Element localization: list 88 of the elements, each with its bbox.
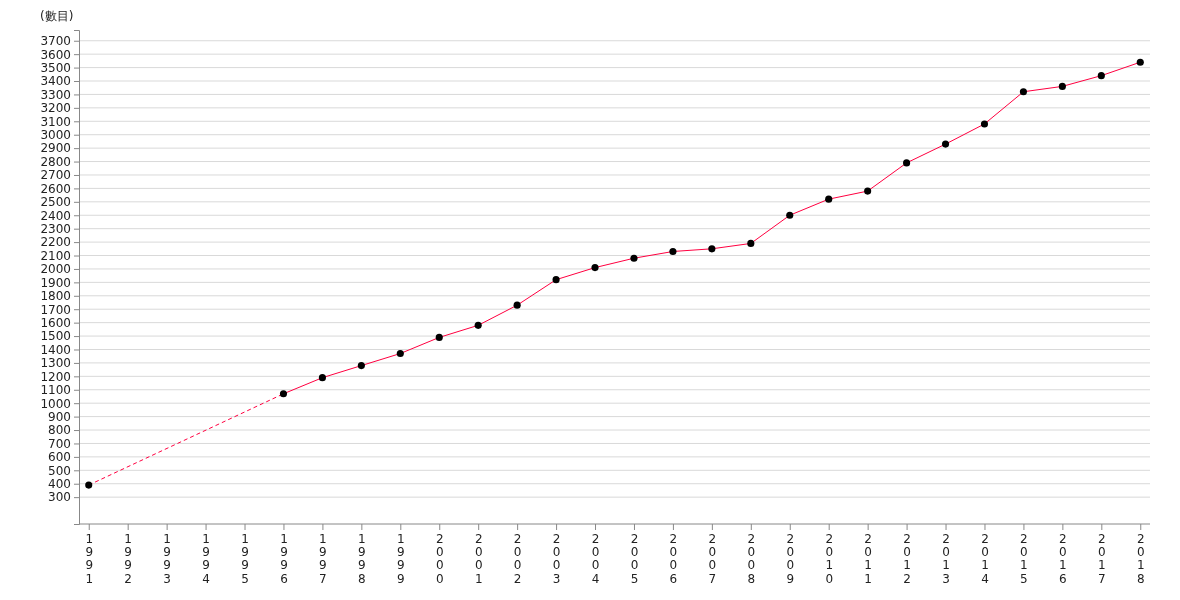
point	[825, 195, 833, 203]
x-tick-label: 1995	[241, 531, 249, 586]
y-tick-label: 2800	[40, 154, 71, 169]
y-tick-label: 3100	[40, 114, 71, 129]
point	[279, 390, 288, 398]
point	[435, 333, 443, 341]
point	[786, 211, 794, 219]
y-tick-label: 3500	[40, 60, 71, 75]
point	[1136, 58, 1144, 66]
point	[1019, 88, 1027, 96]
y-tick-label: 600	[48, 450, 71, 465]
y-tick-label: 1600	[40, 315, 71, 330]
x-tick-label: 1991	[85, 531, 94, 586]
y-tick-label: 1200	[40, 369, 71, 384]
x-tick-label: 1998	[358, 531, 366, 586]
y-tick-label: 3400	[40, 74, 71, 89]
x-tick-label: 2006	[669, 531, 678, 586]
point	[630, 254, 638, 262]
y-tick-label: 1300	[40, 356, 71, 371]
y-tick-label: 3700	[40, 34, 71, 49]
y-tick-label: 2000	[40, 262, 71, 277]
x-tick-label: 1999	[396, 531, 405, 586]
x-tick-label: 2000	[435, 531, 444, 586]
y-tick-label: 3600	[40, 47, 71, 62]
y-tick-label: 2300	[40, 222, 71, 237]
x-tick-label: 1992	[124, 531, 132, 586]
y-tick-label: 3000	[40, 128, 71, 143]
x-tick-label: 2014	[981, 531, 989, 586]
y-tick-label: 800	[48, 423, 71, 438]
point	[980, 120, 989, 128]
y-tick-label: 2400	[40, 208, 71, 223]
y-tick-label: 2100	[40, 248, 71, 263]
point	[1058, 82, 1066, 90]
x-tick-label: 2009	[786, 531, 795, 586]
point	[864, 187, 872, 195]
point	[708, 245, 716, 253]
y-tick-label: 1100	[40, 383, 71, 398]
x-tick-label: 2001	[474, 531, 483, 586]
x-tick-label: 2007	[708, 531, 717, 586]
y-tick-label: 300	[48, 490, 71, 505]
y-tick-label: 1900	[40, 275, 71, 290]
y-tick-label: 400	[48, 477, 71, 492]
point	[591, 264, 599, 272]
y-tick-label: 2900	[40, 141, 71, 156]
point	[1097, 72, 1105, 80]
point	[474, 321, 482, 329]
x-tick-label: 2017	[1098, 531, 1106, 586]
y-tick-label: 700	[48, 436, 71, 451]
y-tick-label: 900	[48, 409, 71, 424]
x-tick-label: 2004	[591, 531, 600, 586]
x-tick-label: 2005	[630, 531, 639, 586]
x-tick-label: 2003	[552, 531, 561, 586]
point	[318, 374, 326, 382]
point	[357, 362, 365, 370]
y-tick-label: 2500	[40, 195, 71, 210]
point	[552, 276, 560, 284]
x-tick-label: 2012	[903, 531, 911, 586]
y-tick-label: 3200	[40, 101, 71, 116]
y-tick-label: 1000	[40, 396, 71, 411]
y-tick-label: 2700	[40, 168, 71, 183]
x-tick-label: 1993	[163, 531, 171, 586]
x-tick-label: 1994	[202, 531, 210, 586]
y-tick-label: 3300	[40, 87, 71, 102]
y-tick-label: 1500	[40, 329, 71, 344]
y-tick-label: 500	[48, 463, 71, 478]
point	[513, 301, 521, 309]
y-tick-label: 2600	[40, 181, 71, 196]
x-tick-label: 2013	[942, 531, 950, 586]
y-axis-title: (數目)	[40, 9, 74, 23]
y-tick-label: 1400	[40, 342, 71, 357]
point	[396, 349, 404, 358]
x-tick-label: 1996	[280, 531, 288, 586]
y-tick-label: 2200	[40, 235, 71, 250]
point	[669, 247, 677, 256]
point	[85, 481, 93, 489]
y-tick-label: 1700	[40, 302, 71, 317]
point	[941, 140, 950, 148]
x-tick-label: 2008	[747, 531, 756, 586]
point	[747, 239, 755, 247]
x-tick-label: 2015	[1020, 531, 1028, 586]
x-tick-label: 2016	[1059, 531, 1067, 586]
x-tick-label: 2010	[825, 531, 834, 586]
x-tick-label: 2002	[513, 531, 522, 586]
point	[903, 159, 911, 167]
x-tick-label: 2018	[1136, 531, 1145, 586]
x-tick-label: 1997	[319, 531, 327, 586]
x-tick-label: 2011	[864, 531, 872, 586]
y-tick-label: 1800	[40, 289, 71, 304]
